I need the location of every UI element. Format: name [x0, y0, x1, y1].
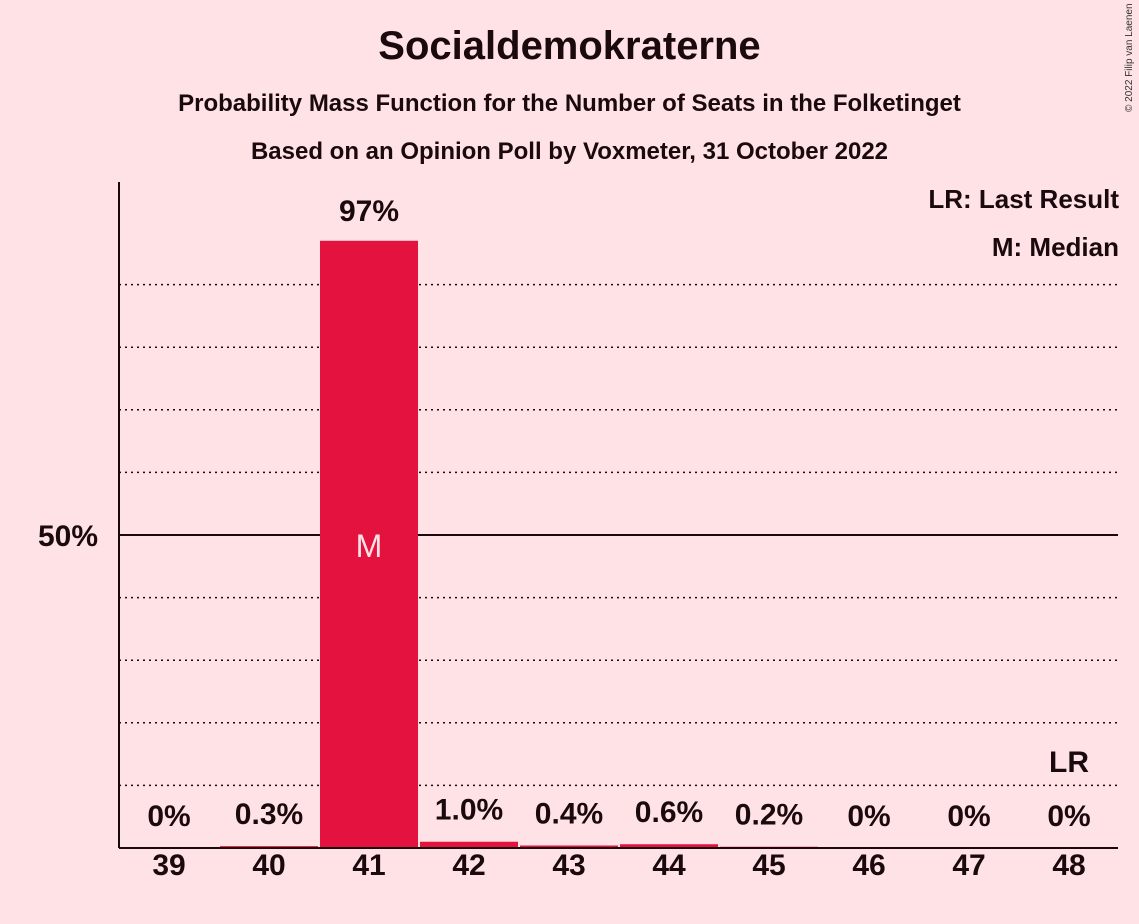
bar-value-label: 0% [1047, 800, 1090, 833]
bar [320, 240, 418, 848]
x-tick-label: 45 [752, 849, 785, 882]
x-tick-label: 46 [852, 849, 885, 882]
x-tick-label: 48 [1052, 849, 1085, 882]
median-marker: M [356, 528, 383, 564]
bar-value-label: 1.0% [435, 794, 503, 827]
x-tick-label: 40 [252, 849, 285, 882]
bar [420, 841, 518, 848]
x-tick-label: 43 [552, 849, 585, 882]
x-tick-label: 47 [952, 849, 985, 882]
bar-value-label: 0% [847, 800, 890, 833]
bar-value-label: 0.6% [635, 796, 703, 829]
chart-subtitle: Probability Mass Function for the Number… [178, 90, 961, 117]
chart-source: Based on an Opinion Poll by Voxmeter, 31… [250, 138, 889, 165]
chart-title: Socialdemokraterne [378, 24, 761, 68]
bar [620, 844, 718, 848]
bar-value-label: 0% [147, 800, 190, 833]
y-tick-label: 50% [38, 520, 98, 553]
x-tick-label: 41 [352, 849, 385, 882]
bar-value-label: 0% [947, 800, 990, 833]
bar-value-label: 97% [339, 195, 399, 228]
x-tick-label: 39 [152, 849, 185, 882]
bar-value-label: 0.4% [535, 797, 603, 830]
x-tick-label: 44 [652, 849, 686, 882]
legend-last-result: LR: Last Result [928, 184, 1119, 214]
bar-value-label: 0.2% [735, 799, 803, 832]
legend-median: M: Median [991, 232, 1119, 262]
bar [520, 845, 618, 848]
last-result-marker: LR [1049, 746, 1089, 779]
x-tick-label: 42 [452, 849, 485, 882]
bar-value-label: 0.3% [235, 798, 303, 831]
